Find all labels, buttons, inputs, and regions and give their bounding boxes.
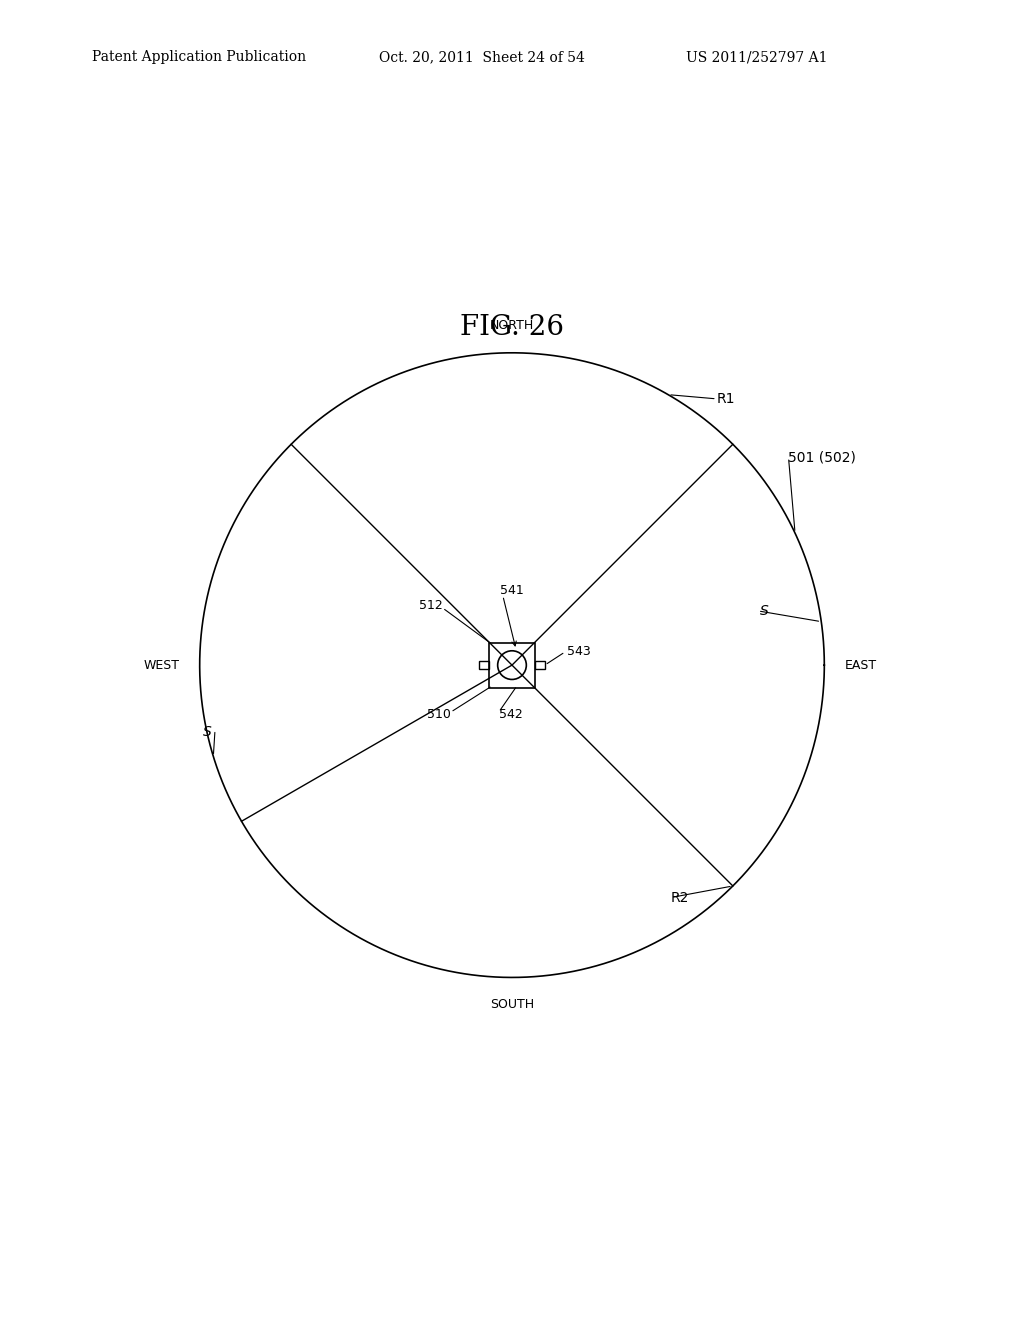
Text: US 2011/252797 A1: US 2011/252797 A1 [686, 50, 827, 65]
Text: SOUTH: SOUTH [489, 998, 535, 1011]
Text: WEST: WEST [143, 659, 179, 672]
Text: 541: 541 [500, 583, 523, 597]
Text: 501 (502): 501 (502) [788, 450, 856, 465]
Text: R1: R1 [717, 392, 735, 405]
Text: EAST: EAST [845, 659, 877, 672]
Text: S: S [760, 603, 769, 618]
Text: Oct. 20, 2011  Sheet 24 of 54: Oct. 20, 2011 Sheet 24 of 54 [379, 50, 585, 65]
Text: 542: 542 [499, 708, 522, 721]
Text: Patent Application Publication: Patent Application Publication [92, 50, 306, 65]
Text: S: S [203, 725, 212, 739]
Text: NORTH: NORTH [489, 319, 535, 333]
Text: 543: 543 [567, 645, 591, 659]
Text: R2: R2 [671, 891, 689, 904]
Text: FIG. 26: FIG. 26 [460, 314, 564, 341]
Text: 512: 512 [419, 599, 442, 612]
Text: 510: 510 [427, 708, 451, 721]
